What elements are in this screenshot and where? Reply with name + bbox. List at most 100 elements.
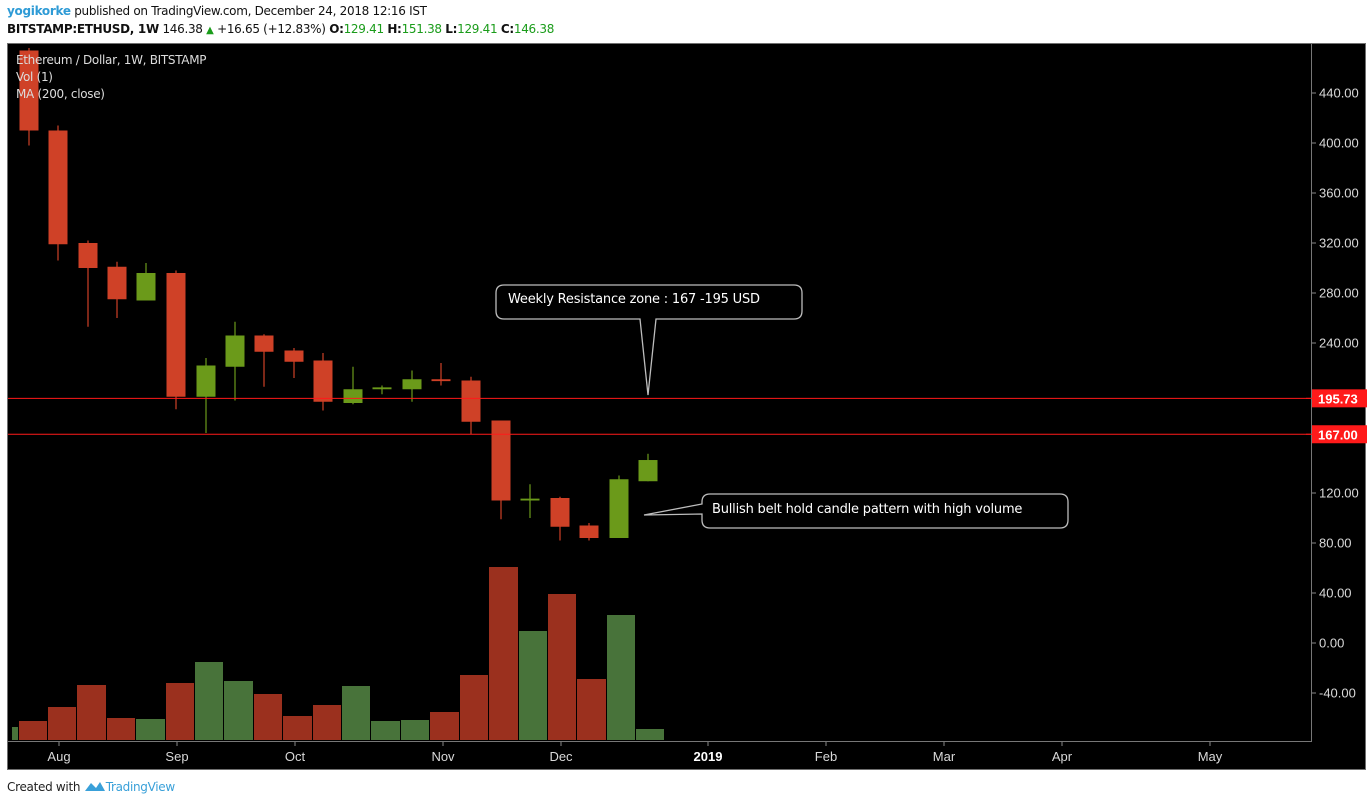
legend-vol[interactable]: Vol (1) xyxy=(16,70,53,84)
low-label: L: xyxy=(445,22,458,36)
close-value: 146.38 xyxy=(513,22,555,36)
time-tick-label: Feb xyxy=(815,749,837,764)
time-axis[interactable]: Aug Sep Oct Nov Dec 2019 Feb Mar Apr May xyxy=(47,742,1223,764)
up-triangle-icon: ▲ xyxy=(206,25,214,36)
time-tick-label: May xyxy=(1198,749,1223,764)
candle-body[interactable] xyxy=(579,525,599,539)
price-tick-label: 440.00 xyxy=(1319,86,1359,101)
volume-bar xyxy=(519,631,547,740)
published-text: published on TradingView.com, December 2… xyxy=(70,4,427,18)
price-tick-label: 360.00 xyxy=(1319,186,1359,201)
legend-ma[interactable]: MA (200, close) xyxy=(16,87,105,101)
price-tick-label: 120.00 xyxy=(1319,486,1359,501)
candles xyxy=(19,48,658,541)
symbol-info: BITSTAMP:ETHUSD, 1W 146.38 ▲ +16.65 (+12… xyxy=(7,22,554,36)
time-tick-label: Apr xyxy=(1052,749,1073,764)
time-tick-label: Dec xyxy=(549,749,573,764)
candle-body[interactable] xyxy=(313,360,333,402)
volume-bar xyxy=(224,681,253,740)
price-tick-label: 280.00 xyxy=(1319,286,1359,301)
open-label: O: xyxy=(329,22,344,36)
created-with-label: Created with xyxy=(7,780,81,794)
price-chart[interactable]: 440.00 400.00 360.00 320.00 280.00 240.00 120.… xyxy=(8,44,1367,771)
volume-bar xyxy=(254,694,282,740)
volume-bar xyxy=(12,727,18,740)
candle-body[interactable] xyxy=(491,420,511,501)
candle-body[interactable] xyxy=(431,379,451,382)
volume-bars xyxy=(12,567,664,740)
price-label-value: 195.73 xyxy=(1318,391,1358,406)
candle-body[interactable] xyxy=(461,380,481,422)
footer: Created with TradingView xyxy=(7,780,175,794)
price-change: +16.65 (+12.83%) xyxy=(217,22,326,36)
candle-body[interactable] xyxy=(19,50,39,131)
resistance-callout-bubble[interactable] xyxy=(495,284,803,396)
volume-bar xyxy=(195,662,223,740)
price-tick-label: 400.00 xyxy=(1319,136,1359,151)
low-value: 129.41 xyxy=(457,22,498,36)
author-link[interactable]: yogikorke xyxy=(7,4,71,18)
time-tick-label: Sep xyxy=(165,749,188,764)
symbol-label: BITSTAMP:ETHUSD, 1W xyxy=(7,22,159,36)
candle-body[interactable] xyxy=(225,335,245,367)
volume-bar xyxy=(371,721,400,740)
volume-bar xyxy=(19,721,47,740)
candle-body[interactable] xyxy=(284,350,304,362)
volume-bar xyxy=(166,683,194,740)
tradingview-logo-icon xyxy=(84,782,105,791)
price-axis[interactable]: 440.00 400.00 360.00 320.00 280.00 240.00 120.… xyxy=(1306,86,1367,701)
price-tick-label: 80.00 xyxy=(1319,536,1352,551)
close-label: C: xyxy=(500,22,514,36)
chart-frame[interactable]: 440.00 400.00 360.00 320.00 280.00 240.00 120.… xyxy=(7,43,1367,771)
time-tick-label: Oct xyxy=(285,749,306,764)
volume-bar xyxy=(401,720,429,740)
time-tick-label: Nov xyxy=(431,749,455,764)
candle-body[interactable] xyxy=(107,266,127,300)
volume-bar xyxy=(607,615,635,740)
legend-title: Ethereum / Dollar, 1W, BITSTAMP xyxy=(16,53,207,67)
time-tick-label: Mar xyxy=(933,749,956,764)
open-value: 129.41 xyxy=(343,22,385,36)
price-tick-label: 0.00 xyxy=(1319,636,1344,651)
high-label: H: xyxy=(387,22,402,36)
resistance-callout-text[interactable]: Weekly Resistance zone : 167 -195 USD xyxy=(508,292,760,307)
time-tick-label: Aug xyxy=(47,749,70,764)
volume-bar xyxy=(577,679,606,740)
high-value: 151.38 xyxy=(401,22,443,36)
price-tick-label: 240.00 xyxy=(1319,336,1359,351)
price-tick-label: -40.00 xyxy=(1319,686,1356,701)
last-price: 146.38 xyxy=(162,22,203,36)
volume-bar xyxy=(636,729,664,740)
candle-body[interactable] xyxy=(402,379,422,390)
candle-body[interactable] xyxy=(78,243,98,268)
volume-bar xyxy=(107,718,135,740)
candle-body[interactable] xyxy=(196,365,216,397)
candle-body[interactable] xyxy=(520,498,540,501)
candle-body[interactable] xyxy=(638,460,658,482)
candle-body[interactable] xyxy=(136,273,156,301)
candle-body[interactable] xyxy=(48,130,68,245)
candle-body[interactable] xyxy=(609,479,629,538)
pattern-callout-bubble[interactable] xyxy=(643,493,1069,529)
volume-bar xyxy=(77,685,106,740)
price-tick-label: 320.00 xyxy=(1319,236,1359,251)
volume-bar xyxy=(548,594,576,740)
price-tick-label: 40.00 xyxy=(1319,586,1352,601)
volume-bar xyxy=(430,712,459,740)
candle-body[interactable] xyxy=(372,387,392,390)
candle-body[interactable] xyxy=(254,335,274,352)
price-label-box xyxy=(1312,389,1367,408)
candle-body[interactable] xyxy=(550,498,570,527)
pattern-callout-text[interactable]: Bullish belt hold candle pattern with hi… xyxy=(712,502,1023,517)
volume-bar xyxy=(136,719,165,740)
candle-body[interactable] xyxy=(343,389,363,403)
volume-bar xyxy=(460,675,488,740)
time-tick-label: 2019 xyxy=(694,749,723,764)
volume-bar xyxy=(48,707,76,740)
price-label-value: 167.00 xyxy=(1318,427,1358,442)
price-label-box xyxy=(1312,425,1367,444)
tradingview-link[interactable]: TradingView xyxy=(105,780,176,794)
volume-bar xyxy=(313,705,341,740)
volume-bar xyxy=(489,567,518,740)
candle-body[interactable] xyxy=(166,273,186,397)
